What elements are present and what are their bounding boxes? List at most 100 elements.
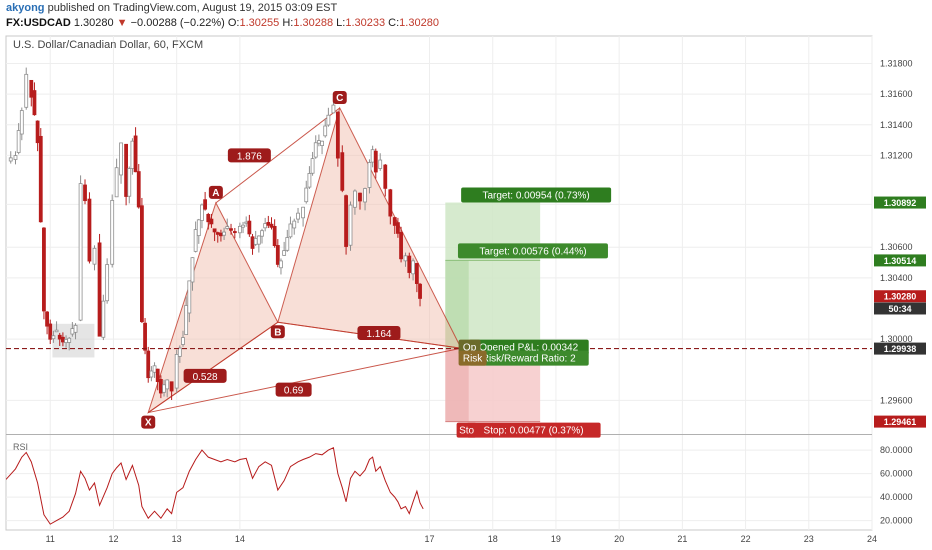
candle-body: [13, 155, 18, 160]
rr-prefix-bg: [458, 350, 487, 366]
candle-body: [48, 323, 53, 340]
candle-body: [250, 236, 255, 249]
time-tick-label: 24: [867, 534, 877, 544]
candle-body: [247, 220, 252, 235]
author-link[interactable]: akyong: [6, 2, 45, 14]
candle-body: [152, 365, 157, 373]
candle-body: [344, 195, 348, 247]
pnl-prefix: Op: [463, 343, 477, 354]
partial-target-zone: [445, 260, 469, 349]
time-tick-label: 22: [741, 534, 751, 544]
candle-body: [367, 162, 372, 188]
rr-label: Risk/Reward Ratio: 2: [482, 354, 576, 365]
time-tick-label: 20: [614, 534, 624, 544]
candle-body: [414, 263, 419, 284]
candle-body: [292, 220, 297, 229]
stop-label: Stop: 0.00477 (0.37%): [484, 426, 584, 437]
candle-body: [32, 90, 37, 116]
candle-body: [310, 158, 315, 174]
publish-line: akyong published on TradingView.com, Aug…: [6, 2, 337, 14]
candle-body: [29, 79, 34, 98]
candle-body: [78, 183, 83, 321]
price-axis[interactable]: 1.318001.316001.314001.312001.308801.306…: [874, 59, 926, 526]
price-marker-bg: [874, 302, 926, 315]
candle-body: [232, 231, 237, 234]
candle-body: [396, 222, 400, 234]
candle-body: [411, 260, 415, 275]
candle-body: [304, 187, 309, 203]
candle-body: [162, 384, 166, 393]
ratio-label: 1.876: [237, 151, 262, 162]
price-marker-label: 50:34: [888, 304, 911, 314]
close-label: C:: [388, 17, 400, 29]
time-tick-label: 18: [488, 534, 498, 544]
pnl-label: Opened P&L: 0.00342: [479, 343, 578, 354]
candle-body: [174, 354, 179, 389]
candle-body: [114, 167, 119, 198]
stop-prefix-bg: [456, 422, 477, 438]
candle-body: [110, 200, 115, 265]
time-axis[interactable]: 11 12 13 14 17 18 19 20 21 22 23 24: [46, 534, 877, 544]
price-marker-bg: [874, 196, 926, 209]
candle-body: [19, 110, 24, 135]
candle-body: [57, 334, 62, 340]
price-tick-label: 1.31600: [880, 89, 913, 99]
pattern-point-label: C: [336, 93, 343, 104]
pattern-point-label: A: [212, 188, 219, 199]
candle-body: [196, 219, 201, 237]
pattern-point-badge: [270, 325, 285, 339]
candle-body: [348, 204, 353, 246]
candle-body: [54, 329, 59, 333]
price-marker-label: 1.30892: [884, 198, 917, 208]
candle-body: [155, 368, 160, 382]
rsi-line: [6, 447, 424, 525]
candle-body: [225, 226, 230, 229]
candle-body: [331, 104, 336, 114]
ratio-badge: [275, 382, 312, 397]
high-value: 1.30288: [293, 17, 334, 29]
ratio-label: 1.164: [366, 329, 391, 340]
rr-label-bg: [468, 350, 589, 366]
price-marker-label: 1.29461: [884, 417, 917, 427]
candle-body: [70, 328, 75, 335]
candle-body: [241, 224, 245, 228]
candle-body: [60, 336, 65, 343]
ratio-badge: [183, 368, 227, 383]
close-value: 1.30280: [399, 17, 439, 29]
ratio-badge: [227, 148, 271, 163]
target-label-bg: [461, 187, 612, 203]
candle-body: [143, 322, 147, 351]
candle-body: [222, 231, 226, 236]
chart-title: U.S. Dollar/Canadian Dollar, 60, FXCM: [13, 39, 203, 51]
target2-label: Target: 0.00576 (0.44%): [479, 246, 586, 257]
partial-stop-zone: [445, 348, 469, 422]
stop-label-bg: [466, 422, 601, 438]
candle-body: [92, 247, 97, 265]
candle-body: [282, 250, 287, 256]
candle-body: [370, 149, 375, 163]
price-tick-label: 1.31400: [880, 120, 913, 130]
last-price: 1.30280: [73, 17, 114, 29]
candle-body: [378, 159, 383, 169]
price-marker-bg: [874, 415, 926, 428]
candle-body: [256, 235, 261, 245]
candle-body: [266, 222, 271, 226]
candle-body: [285, 237, 290, 251]
candle-body: [358, 192, 362, 202]
price-marker-label: 1.30514: [884, 256, 917, 266]
candle-body: [301, 206, 305, 219]
candle-body: [212, 228, 217, 233]
candle-body: [64, 339, 68, 344]
grid: [6, 36, 873, 530]
candle-body: [24, 73, 29, 108]
candle-body: [260, 230, 264, 237]
candle-body: [146, 350, 151, 379]
candle-body: [124, 143, 129, 197]
low-label: L:: [336, 17, 346, 29]
time-tick-label: 21: [677, 534, 687, 544]
candle-body: [67, 337, 72, 343]
time-tick-label: 12: [108, 534, 118, 544]
candle-body: [187, 280, 192, 314]
candle-body: [353, 190, 357, 208]
